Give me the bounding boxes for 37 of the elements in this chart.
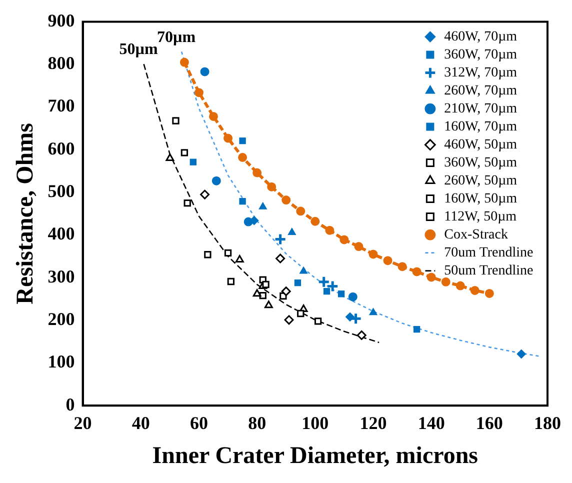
annotation: 50µm — [119, 41, 158, 58]
x-tick-label: 20 — [74, 413, 92, 434]
x-tick-label: 40 — [132, 413, 150, 434]
x-tick-label: 180 — [534, 413, 561, 434]
annotation: 70µm — [157, 28, 196, 46]
x-axis-title: Inner Crater Diameter, microns — [152, 442, 478, 469]
y-tick-label: 100 — [48, 352, 75, 372]
legend-label: 312W, 70µm — [444, 65, 518, 80]
legend-label: 70um Trendline — [444, 245, 534, 260]
x-tick-label: 160 — [476, 413, 503, 434]
legend-label: 360W, 50µm — [444, 155, 518, 170]
y-tick-label: 800 — [48, 53, 75, 74]
y-tick-label: 200 — [48, 308, 75, 329]
y-tick-label: 400 — [48, 224, 75, 244]
y-tick-label: 0 — [66, 394, 75, 414]
legend-label: 112W, 50µm — [444, 209, 517, 224]
y-tick-label: 500 — [48, 181, 75, 202]
y-tick-label: 600 — [48, 138, 75, 158]
y-axis-title: Resistance, Ohms — [12, 123, 39, 304]
legend-label: 160W, 70µm — [444, 119, 518, 134]
x-tick-label: 80 — [248, 413, 266, 434]
x-tick-label: 120 — [360, 413, 387, 434]
legend-label: 360W, 70µm — [444, 47, 518, 62]
legend-label: 460W, 70µm — [444, 29, 518, 44]
legend-label: 210W, 70µm — [444, 101, 518, 116]
x-tick-label: 140 — [418, 413, 445, 434]
x-tick-label: 60 — [190, 413, 208, 434]
y-tick-label: 700 — [48, 96, 75, 116]
legend-label: 260W, 50µm — [444, 173, 518, 188]
legend-label: 160W, 50µm — [444, 191, 518, 206]
legend-label: 50um Trendline — [444, 263, 534, 278]
y-tick-label: 300 — [48, 266, 75, 286]
legend-label: Cox-Strack — [444, 227, 508, 242]
legend-label: 260W, 70µm — [444, 83, 518, 98]
y-tick-label: 900 — [48, 10, 75, 30]
legend-label: 460W, 50µm — [444, 137, 518, 152]
x-tick-label: 100 — [302, 413, 329, 434]
